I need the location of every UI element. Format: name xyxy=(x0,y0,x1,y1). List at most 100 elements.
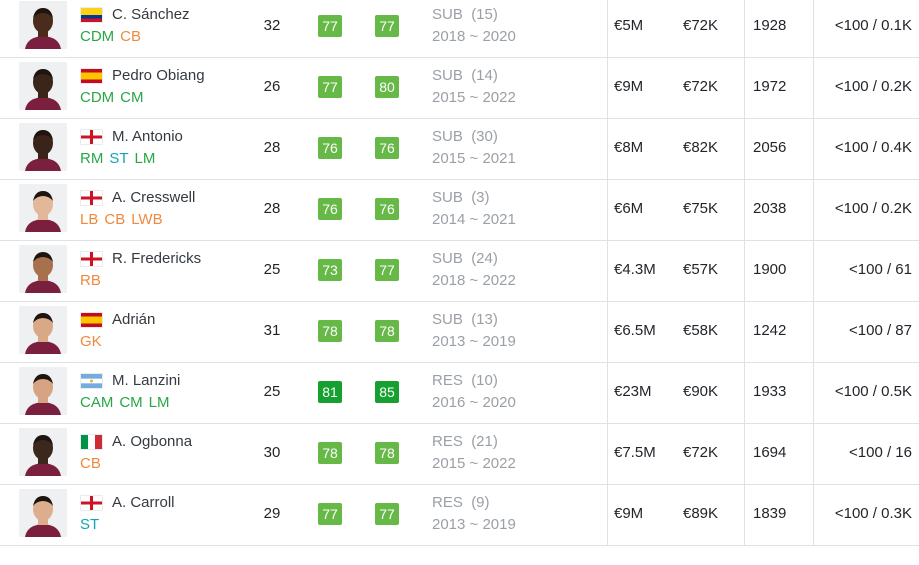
hits-stat: <100 / 0.5K xyxy=(834,383,912,400)
position-tag[interactable]: CB xyxy=(120,28,142,45)
player-photo[interactable] xyxy=(19,62,67,110)
overall-rating-badge: 77 xyxy=(318,76,342,98)
role-label: SUB xyxy=(432,311,463,328)
position-tag[interactable]: LM xyxy=(148,394,170,411)
kit-number: (9) xyxy=(471,494,490,511)
hits-stat: <100 / 0.4K xyxy=(834,139,912,156)
table-row[interactable]: M. Lanzini CAM CM LM 25 81 85 RES (10) 2016 ~ 20… xyxy=(0,363,919,424)
kit-number: (15) xyxy=(471,6,498,23)
player-photo[interactable] xyxy=(19,428,67,476)
player-photo[interactable] xyxy=(19,306,67,354)
table-row[interactable]: A. Cresswell LB CB LWB 28 76 76 SUB (3) 2014 ~ 2… xyxy=(0,180,919,241)
column-divider xyxy=(607,363,608,423)
wage: €90K xyxy=(683,383,719,400)
kit-number: (13) xyxy=(471,311,498,328)
player-photo[interactable] xyxy=(19,123,67,171)
column-divider xyxy=(607,241,608,301)
position-tag[interactable]: ST xyxy=(80,516,100,533)
market-value: €9M xyxy=(614,78,644,95)
player-age: 28 xyxy=(263,139,281,156)
player-name-link[interactable]: R. Fredericks xyxy=(112,250,202,267)
total-stats: 1242 xyxy=(753,322,787,339)
position-tag[interactable]: LB xyxy=(80,211,99,228)
table-row[interactable]: A. Ogbonna CB 30 78 78 RES (21) 2015 ~ 2022 €7.… xyxy=(0,424,919,485)
position-tag[interactable]: GK xyxy=(80,333,102,350)
position-tag[interactable]: CB xyxy=(80,455,101,472)
position-tag[interactable]: RB xyxy=(80,272,101,289)
position-tag[interactable]: CDM xyxy=(80,28,115,45)
position-tag[interactable]: CM xyxy=(120,89,144,106)
table-row[interactable]: R. Fredericks RB 25 73 77 SUB (24) 2018 ~ 2022… xyxy=(0,241,919,302)
column-divider xyxy=(607,424,608,484)
overall-rating-badge: 81 xyxy=(318,381,342,403)
hits-stat: <100 / 16 xyxy=(849,444,912,461)
overall-rating-badge: 78 xyxy=(318,442,342,464)
player-name-link[interactable]: M. Lanzini xyxy=(112,372,181,389)
player-name-link[interactable]: Pedro Obiang xyxy=(112,67,205,84)
player-name-link[interactable]: M. Antonio xyxy=(112,128,183,145)
team-role: SUB (14) xyxy=(432,67,498,84)
team-role: RES (10) xyxy=(432,372,498,389)
player-photo[interactable] xyxy=(19,184,67,232)
potential-rating-badge: 76 xyxy=(375,198,399,220)
market-value: €4.3M xyxy=(614,261,656,278)
player-name-link[interactable]: Adrián xyxy=(112,311,156,328)
column-divider xyxy=(813,180,814,240)
overall-rating-badge: 76 xyxy=(318,198,342,220)
country-flag-icon xyxy=(81,69,102,83)
table-row[interactable]: Pedro Obiang CDM CM 26 77 80 SUB (14) 2015 ~ 20… xyxy=(0,58,919,119)
table-row[interactable]: C. Sánchez CDM CB 32 77 77 SUB (15) 2018 ~ 2020… xyxy=(0,0,919,58)
potential-rating-badge: 76 xyxy=(375,137,399,159)
position-tag[interactable]: CM xyxy=(119,394,143,411)
player-name-link[interactable]: A. Carroll xyxy=(112,494,175,511)
contract-period: 2015 ~ 2022 xyxy=(432,455,516,472)
overall-rating-badge: 77 xyxy=(318,503,342,525)
position-tag[interactable]: CB xyxy=(104,211,126,228)
wage: €57K xyxy=(683,261,719,278)
position-tag[interactable]: LM xyxy=(134,150,156,167)
potential-rating-badge: 77 xyxy=(375,503,399,525)
wage: €72K xyxy=(683,78,719,95)
column-divider xyxy=(744,119,745,179)
position-tag[interactable]: RM xyxy=(80,150,104,167)
column-divider xyxy=(744,58,745,118)
table-row[interactable]: M. Antonio RM ST LM 28 76 76 SUB (30) 2015 ~ 202… xyxy=(0,119,919,180)
player-photo[interactable] xyxy=(19,489,67,537)
overall-rating-badge: 77 xyxy=(318,15,342,37)
player-name-link[interactable]: A. Ogbonna xyxy=(112,433,193,450)
potential-rating-badge: 77 xyxy=(375,15,399,37)
table-row[interactable]: Adrián GK 31 78 78 SUB (13) 2013 ~ 2019 €6.5M €5… xyxy=(0,302,919,363)
column-divider xyxy=(607,302,608,362)
table-row[interactable]: A. Carroll ST 29 77 77 RES (9) 2013 ~ 2019 €9M €… xyxy=(0,485,919,546)
team-role: SUB (15) xyxy=(432,6,498,23)
column-divider xyxy=(607,58,608,118)
player-name-link[interactable]: C. Sánchez xyxy=(112,6,190,23)
role-label: SUB xyxy=(432,250,463,267)
column-divider xyxy=(813,241,814,301)
player-age: 29 xyxy=(263,505,281,522)
column-divider xyxy=(744,302,745,362)
position-tag[interactable]: LWB xyxy=(131,211,163,228)
contract-period: 2013 ~ 2019 xyxy=(432,333,516,350)
wage: €89K xyxy=(683,505,719,522)
player-name-link[interactable]: A. Cresswell xyxy=(112,189,196,206)
country-flag-icon xyxy=(81,374,102,388)
potential-rating-badge: 80 xyxy=(375,76,399,98)
country-flag-icon xyxy=(81,435,102,449)
market-value: €6M xyxy=(614,200,644,217)
column-divider xyxy=(813,302,814,362)
column-divider xyxy=(813,0,814,57)
role-label: RES xyxy=(432,372,463,389)
player-photo[interactable] xyxy=(19,1,67,49)
hits-stat: <100 / 0.3K xyxy=(834,505,912,522)
hits-stat: <100 / 0.2K xyxy=(834,200,912,217)
position-tag[interactable]: CDM xyxy=(80,89,115,106)
column-divider xyxy=(744,424,745,484)
country-flag-icon xyxy=(81,191,102,205)
player-photo[interactable] xyxy=(19,367,67,415)
total-stats: 1972 xyxy=(753,78,787,95)
positions: CDM CB xyxy=(80,28,147,45)
player-photo[interactable] xyxy=(19,245,67,293)
position-tag[interactable]: CAM xyxy=(80,394,114,411)
position-tag[interactable]: ST xyxy=(109,150,129,167)
